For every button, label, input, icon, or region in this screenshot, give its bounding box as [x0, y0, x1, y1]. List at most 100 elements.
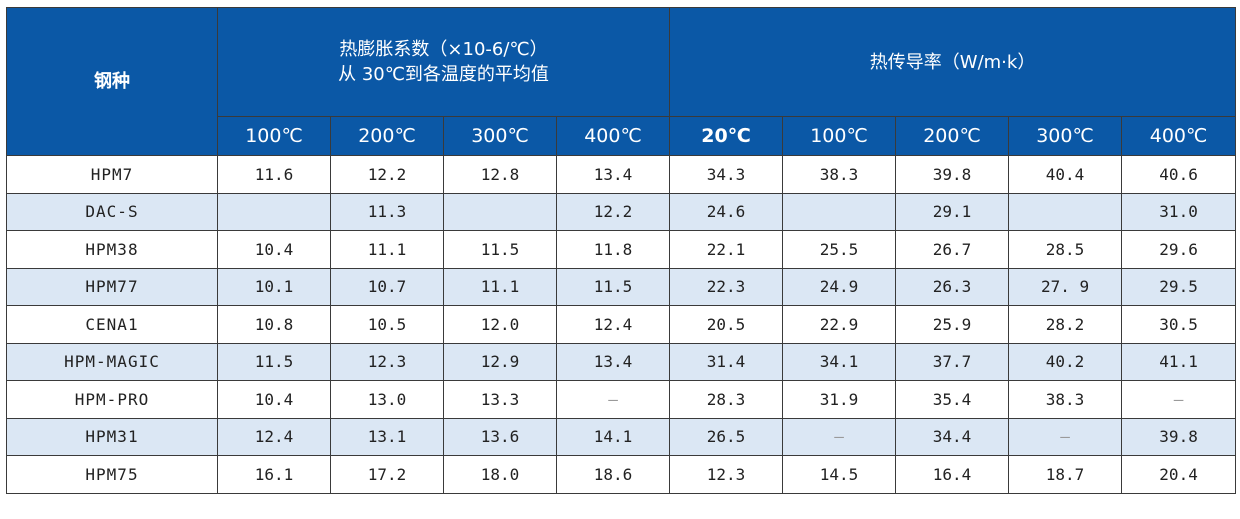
conductivity-value-cell: 27. 9: [1008, 267, 1123, 306]
conductivity-value-cell: 20.4: [1121, 455, 1237, 494]
steel-grade-cell: HPM-PRO: [6, 380, 218, 419]
steel-grade-cell: HPM77: [6, 267, 218, 306]
expansion-value-cell: 12.9: [443, 342, 557, 381]
expansion-value-cell: 13.1: [330, 417, 444, 456]
conductivity-value-cell: 30.5: [1121, 305, 1237, 344]
conductivity-value-cell: 28.2: [1008, 305, 1123, 344]
expansion-value-cell: 12.0: [443, 305, 557, 344]
expansion-value-cell: 17.2: [330, 455, 444, 494]
expansion-value-cell: 11.5: [443, 230, 557, 269]
conductivity-value-cell: 31.0: [1121, 192, 1237, 231]
conductivity-value-cell: 29.5: [1121, 267, 1237, 306]
conductivity-value-cell: –: [1121, 380, 1237, 419]
expansion-value-cell: 13.4: [555, 155, 671, 194]
conductivity-value-cell: 29.1: [895, 192, 1010, 231]
conductivity-value-cell: –: [782, 417, 897, 456]
conductivity-value-cell: 34.1: [782, 342, 897, 381]
expansion-value-cell: 10.4: [217, 230, 331, 269]
conductivity-value-cell: 22.9: [782, 305, 897, 344]
thermal-expansion-subtitle: 从 30℃到各温度的平均值: [338, 64, 549, 85]
expansion-value-cell: 12.4: [217, 417, 331, 456]
expansion-value-cell: 11.1: [330, 230, 444, 269]
steel-grade-cell: HPM-MAGIC: [6, 342, 218, 381]
conductivity-value-cell: 24.9: [782, 267, 897, 306]
steel-grade-cell: DAC-S: [6, 192, 218, 231]
expansion-value-cell: 11.8: [555, 230, 671, 269]
conductivity-value-cell: 41.1: [1121, 342, 1237, 381]
conductivity-value-cell: 28.3: [669, 380, 784, 419]
expansion-temp-header: 300℃: [443, 116, 557, 156]
table-row: HPM77 10.1 10.7 11.1 11.5 22.3 24.9 26.3 27. 9 29…: [6, 267, 1237, 306]
expansion-value-cell: 12.3: [330, 342, 444, 381]
conductivity-temp-header: 200℃: [895, 116, 1010, 156]
conductivity-value-cell: 39.8: [1121, 417, 1237, 456]
steel-properties-table: 钢种 热膨胀系数（×10-6/℃） 从 30℃到各温度的平均值 热传导率（W/m…: [6, 7, 1237, 494]
conductivity-value-cell: 40.6: [1121, 155, 1237, 194]
expansion-value-cell: 18.0: [443, 455, 557, 494]
expansion-value-cell: [443, 192, 557, 231]
steel-grade-header: 钢种: [6, 7, 218, 156]
conductivity-value-cell: 34.3: [669, 155, 784, 194]
expansion-value-cell: 10.8: [217, 305, 331, 344]
expansion-value-cell: –: [555, 380, 671, 419]
conductivity-value-cell: –: [1008, 417, 1123, 456]
thermal-expansion-title: 热膨胀系数（×10-6/℃）: [339, 39, 548, 60]
conductivity-value-cell: 38.3: [782, 155, 897, 194]
table-row: HPM-PRO 10.4 13.0 13.3–28.3 31.9 35.4 38.3–: [6, 380, 1237, 419]
thermal-expansion-header: 热膨胀系数（×10-6/℃） 从 30℃到各温度的平均值: [216, 7, 671, 117]
steel-grade-cell: HPM38: [6, 230, 218, 269]
expansion-value-cell: 11.5: [555, 267, 671, 306]
expansion-value-cell: 18.6: [555, 455, 671, 494]
conductivity-value-cell: 26.3: [895, 267, 1010, 306]
conductivity-value-cell: 25.5: [782, 230, 897, 269]
temperature-header-row: 100℃ 200℃ 300℃ 400℃ 20℃ 100℃ 200℃ 300℃ 400℃: [7, 116, 1237, 156]
conductivity-value-cell: 18.7: [1008, 455, 1123, 494]
expansion-temp-header: 200℃: [330, 116, 444, 156]
expansion-value-cell: 14.1: [555, 417, 671, 456]
expansion-temp-header: 400℃: [555, 116, 671, 156]
table-row: HPM7 11.6 12.2 12.8 13.4 34.3 38.3 39.8 40.4 40.6: [6, 155, 1237, 194]
expansion-value-cell: 12.2: [555, 192, 671, 231]
expansion-value-cell: 10.5: [330, 305, 444, 344]
steel-grade-cell: CENA1: [6, 305, 218, 344]
conductivity-value-cell: 31.4: [669, 342, 784, 381]
table-body: HPM7 11.6 12.2 12.8 13.4 34.3 38.3 39.8 40.4 40.6…: [6, 155, 1237, 494]
thermal-conductivity-header: 热传导率（W/m·k）: [669, 7, 1237, 117]
expansion-value-cell: 10.7: [330, 267, 444, 306]
conductivity-value-cell: 14.5: [782, 455, 897, 494]
expansion-value-cell: 13.6: [443, 417, 557, 456]
table-row: HPM38 10.4 11.1 11.5 11.8 22.1 25.5 26.7 28.5 29.…: [6, 230, 1237, 269]
conductivity-value-cell: 28.5: [1008, 230, 1123, 269]
conductivity-value-cell: 25.9: [895, 305, 1010, 344]
conductivity-value-cell: 12.3: [669, 455, 784, 494]
steel-properties-table-container: 钢种 热膨胀系数（×10-6/℃） 从 30℃到各温度的平均值 热传导率（W/m…: [6, 7, 1237, 494]
table-row: DAC-S 11.3 12.2 24.6 29.1 31.0: [6, 192, 1237, 231]
steel-grade-cell: HPM7: [6, 155, 218, 194]
expansion-temp-header: 100℃: [217, 116, 331, 156]
conductivity-value-cell: 20.5: [669, 305, 784, 344]
expansion-value-cell: 11.1: [443, 267, 557, 306]
conductivity-value-cell: 22.1: [669, 230, 784, 269]
conductivity-value-cell: 26.5: [669, 417, 784, 456]
conductivity-temp-header: 400℃: [1121, 116, 1237, 156]
expansion-value-cell: 13.0: [330, 380, 444, 419]
steel-grade-cell: HPM75: [6, 455, 218, 494]
expansion-value-cell: 12.4: [555, 305, 671, 344]
conductivity-value-cell: 31.9: [782, 380, 897, 419]
expansion-value-cell: [217, 192, 331, 231]
table-row: HPM75 16.1 17.2 18.0 18.6 12.3 14.5 16.4 18.7 20.…: [6, 455, 1237, 494]
expansion-value-cell: 13.4: [555, 342, 671, 381]
conductivity-value-cell: [1008, 192, 1123, 231]
expansion-value-cell: 11.6: [217, 155, 331, 194]
conductivity-temp-header: 300℃: [1008, 116, 1123, 156]
conductivity-temp-header: 100℃: [782, 116, 897, 156]
conductivity-value-cell: 35.4: [895, 380, 1010, 419]
expansion-value-cell: 11.3: [330, 192, 444, 231]
conductivity-value-cell: 38.3: [1008, 380, 1123, 419]
steel-grade-cell: HPM31: [6, 417, 218, 456]
conductivity-value-cell: 34.4: [895, 417, 1010, 456]
table-row: HPM31 12.4 13.1 13.6 14.1 26.5–34.4–39.8: [6, 417, 1237, 456]
conductivity-value-cell: 40.2: [1008, 342, 1123, 381]
conductivity-temp-header: 20℃: [669, 116, 784, 156]
conductivity-value-cell: 29.6: [1121, 230, 1237, 269]
